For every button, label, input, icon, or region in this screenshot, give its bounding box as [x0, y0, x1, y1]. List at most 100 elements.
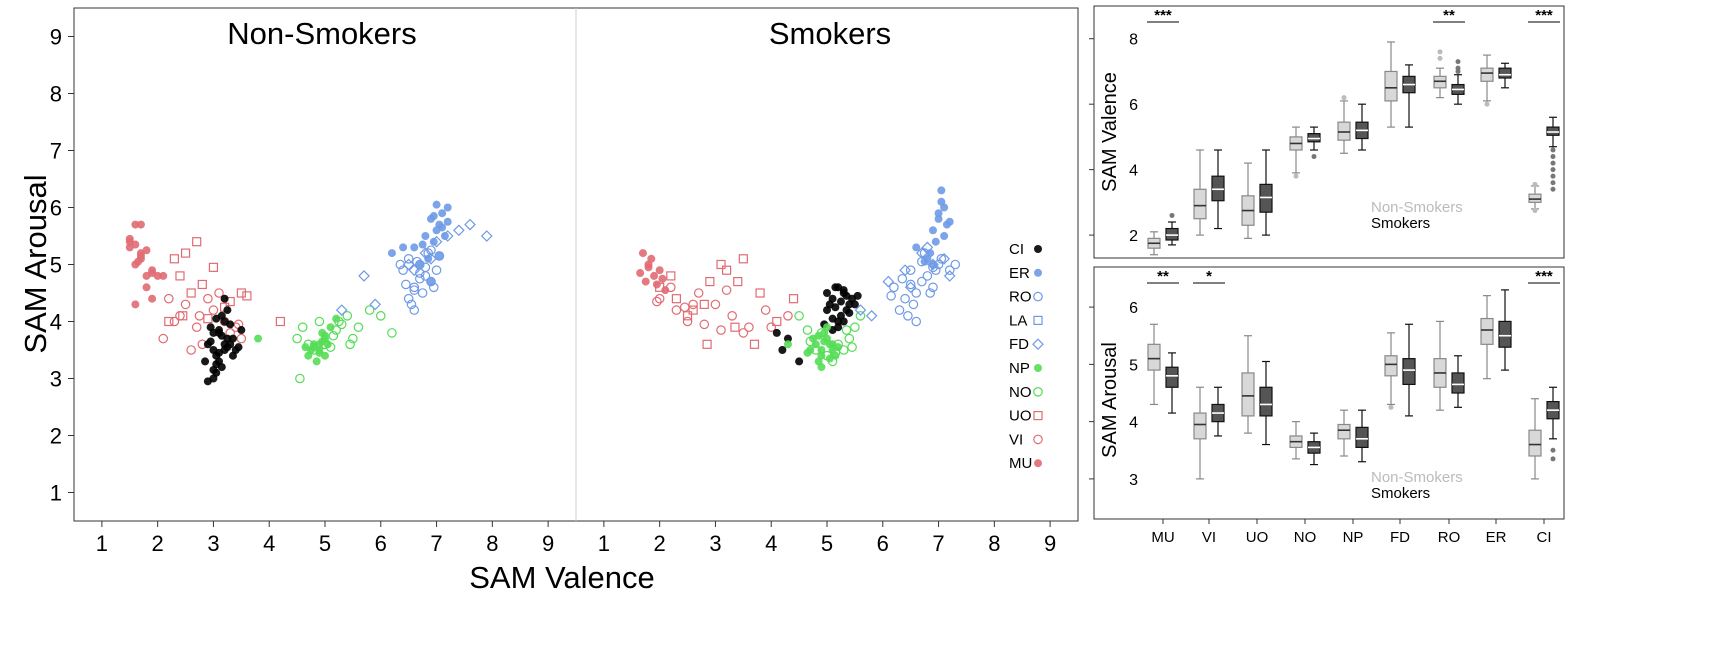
point-smokers-np	[820, 337, 829, 346]
point-smokers-mu	[647, 254, 656, 263]
point-non-smokers-er	[426, 277, 435, 286]
point-smokers-vi	[652, 296, 662, 307]
point-smokers-ci	[783, 334, 792, 343]
point-smokers-vi	[727, 310, 737, 321]
valence-y-tick-label: 8	[1129, 32, 1138, 49]
point-smokers-no	[816, 328, 827, 338]
scatter-y-tick-label: 7	[50, 139, 62, 164]
scatter-x-tick-label: 1	[598, 531, 610, 556]
point-non-smokers-er	[415, 260, 424, 269]
point-smokers-er	[937, 197, 946, 206]
point-non-smokers-vi	[180, 299, 191, 310]
point-non-smokers-uo	[197, 279, 207, 290]
scatter-x-tick-label: 1	[96, 531, 108, 556]
point-non-smokers-uo	[203, 314, 213, 324]
point-non-smokers-er	[429, 237, 438, 246]
point-non-smokers-ci	[228, 334, 237, 343]
point-smokers-ro	[897, 273, 908, 284]
legend-marker-er	[1034, 268, 1042, 277]
point-smokers-uo	[772, 316, 782, 327]
arousal-y-tick-label: 4	[1129, 415, 1138, 432]
point-smokers-ro	[900, 293, 910, 304]
point-non-smokers-ci	[203, 377, 212, 386]
box-x-tick-label-er: ER	[1486, 529, 1507, 546]
point-smokers-vi	[738, 328, 749, 338]
point-non-smokers-uo	[192, 237, 202, 247]
point-smokers-vi	[783, 310, 793, 321]
point-smokers-mu	[636, 269, 645, 278]
point-non-smokers-uo	[178, 311, 188, 321]
valence-box-ci-non-smokers-outlier	[1532, 208, 1538, 214]
valence-box-ci-smokers-outlier	[1550, 180, 1556, 186]
valence-box-er-smokers	[1498, 67, 1512, 79]
arousal-significance-label: **	[1157, 268, 1169, 285]
point-smokers-vi	[671, 305, 682, 315]
point-smokers-ro	[944, 265, 955, 275]
point-non-smokers-ro	[401, 279, 411, 290]
point-non-smokers-no	[336, 319, 347, 330]
legend-label-er: ER	[1009, 265, 1030, 282]
point-smokers-mu	[652, 280, 661, 289]
point-non-smokers-ci	[201, 357, 210, 366]
point-non-smokers-vi	[208, 305, 219, 315]
point-non-smokers-er	[424, 254, 433, 263]
box-x-tick-label-uo: UO	[1246, 529, 1269, 546]
point-smokers-uo	[688, 305, 698, 315]
valence-box-no-non-smokers-outlier	[1293, 173, 1299, 179]
point-non-smokers-uo	[275, 316, 285, 327]
point-non-smokers-fd	[335, 304, 348, 316]
point-smokers-ci	[845, 308, 854, 317]
point-smokers-uo	[666, 271, 676, 281]
legend-marker-ci	[1034, 245, 1042, 253]
point-smokers-uo	[699, 299, 709, 309]
point-non-smokers-er	[418, 240, 427, 249]
point-smokers-fd	[882, 275, 895, 288]
point-smokers-no	[802, 325, 813, 335]
point-non-smokers-no	[345, 339, 355, 350]
point-smokers-np	[823, 323, 831, 332]
scatter-x-tick-label: 9	[1044, 531, 1056, 556]
legend-marker-vi	[1033, 434, 1043, 445]
arousal-significance-label: *	[1206, 268, 1212, 285]
point-non-smokers-vi	[169, 316, 180, 327]
point-smokers-ci	[834, 283, 843, 292]
point-smokers-no	[805, 336, 816, 347]
point-smokers-ci	[842, 291, 851, 300]
point-smokers-vi	[688, 299, 698, 310]
point-non-smokers-mu	[134, 257, 143, 266]
valence-box-er-non-smokers	[1480, 67, 1494, 82]
point-non-smokers-er	[440, 232, 449, 240]
valence-box-fd-non-smokers	[1384, 70, 1398, 102]
valence-box-ci-smokers-outlier	[1550, 186, 1556, 192]
point-smokers-uo	[733, 277, 743, 287]
scatter-x-tick-label: 6	[375, 531, 387, 556]
point-non-smokers-ro	[398, 265, 408, 275]
point-non-smokers-ci	[234, 343, 243, 352]
legend-label-vi: VI	[1009, 431, 1023, 448]
valence-box-ci-smokers-outlier	[1550, 173, 1556, 179]
arousal-box-uo-smokers	[1259, 386, 1273, 417]
point-smokers-ci	[853, 291, 862, 300]
legend-marker-uo	[1033, 411, 1043, 421]
arousal-box-mu-non-smokers	[1147, 343, 1161, 371]
point-smokers-mu	[650, 271, 659, 280]
point-non-smokers-fd	[369, 298, 382, 311]
point-non-smokers-vi	[194, 310, 205, 321]
point-smokers-np	[817, 363, 826, 372]
point-smokers-ro	[908, 299, 919, 310]
point-non-smokers-no	[375, 310, 386, 321]
point-non-smokers-uo	[208, 262, 219, 272]
legend-label-ci: CI	[1009, 241, 1024, 258]
point-smokers-vi	[716, 325, 726, 335]
legend-label-no: NO	[1009, 384, 1032, 401]
point-non-smokers-np	[254, 334, 263, 343]
point-non-smokers-fd	[464, 218, 476, 231]
point-smokers-ci	[831, 303, 840, 312]
point-non-smokers-np	[312, 357, 321, 366]
point-non-smokers-uo	[242, 291, 252, 301]
point-non-smokers-mu	[148, 294, 157, 303]
point-smokers-er	[926, 249, 935, 258]
valence-box-ci-non-smokers-outlier	[1532, 181, 1538, 187]
point-smokers-vi	[682, 316, 693, 327]
